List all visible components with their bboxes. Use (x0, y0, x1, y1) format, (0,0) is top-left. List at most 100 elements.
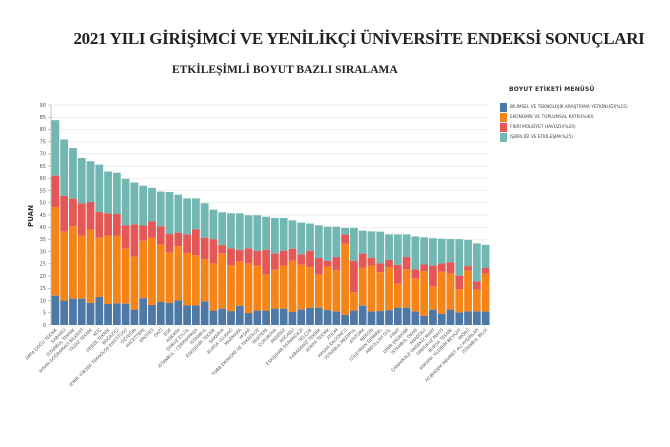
bar-segment-1[interactable] (130, 309, 139, 325)
bar-segment-4[interactable] (51, 120, 60, 176)
bar-segment-2[interactable] (262, 274, 270, 311)
bar-segment-2[interactable] (306, 267, 314, 308)
bar-segment-4[interactable] (112, 172, 121, 215)
bar-segment-3[interactable] (200, 237, 209, 260)
bar-segment-3[interactable] (411, 269, 420, 279)
bar-segment-1[interactable] (112, 303, 121, 325)
bar-segment-2[interactable] (200, 259, 209, 302)
bar-segment-2[interactable] (420, 271, 429, 316)
bar-segment-4[interactable] (411, 236, 420, 270)
bar-segment-4[interactable] (288, 220, 297, 249)
bar-segment-3[interactable] (481, 268, 490, 274)
bar-stack[interactable] (472, 243, 481, 325)
bar-segment-4[interactable] (148, 187, 156, 222)
bar-stack[interactable] (446, 238, 455, 325)
bar-stack[interactable] (455, 239, 464, 325)
bar-segment-3[interactable] (420, 264, 429, 272)
bar-segment-1[interactable] (227, 311, 235, 325)
bar-segment-3[interactable] (279, 250, 288, 266)
bar-segment-4[interactable] (464, 239, 472, 267)
bar-segment-3[interactable] (218, 245, 227, 254)
bar-segment-1[interactable] (218, 308, 227, 325)
bar-stack[interactable] (95, 164, 104, 325)
bar-segment-4[interactable] (104, 171, 112, 214)
bar-segment-4[interactable] (227, 213, 235, 249)
bar-segment-1[interactable] (358, 305, 367, 325)
bar-segment-2[interactable] (253, 265, 262, 311)
bar-segment-3[interactable] (235, 249, 244, 262)
bar-segment-4[interactable] (437, 238, 446, 264)
bar-segment-2[interactable] (69, 226, 77, 299)
bar-segment-2[interactable] (227, 265, 235, 312)
bar-segment-3[interactable] (156, 226, 165, 245)
bar-segment-1[interactable] (350, 310, 358, 325)
bar-segment-3[interactable] (253, 250, 262, 266)
bar-segment-2[interactable] (279, 265, 288, 309)
bar-segment-3[interactable] (297, 254, 306, 265)
bar-segment-1[interactable] (376, 311, 385, 325)
bar-segment-3[interactable] (402, 257, 411, 270)
bar-stack[interactable] (200, 203, 209, 325)
bar-segment-4[interactable] (420, 237, 429, 265)
bar-segment-4[interactable] (271, 217, 279, 254)
bar-segment-2[interactable] (341, 243, 350, 315)
bar-segment-4[interactable] (218, 212, 227, 246)
bar-segment-3[interactable] (86, 202, 95, 230)
bar-segment-1[interactable] (385, 310, 393, 325)
bar-segment-4[interactable] (60, 139, 69, 196)
bar-stack[interactable] (209, 209, 218, 325)
bar-segment-1[interactable] (200, 301, 209, 325)
bar-segment-4[interactable] (200, 203, 209, 238)
bar-segment-3[interactable] (314, 258, 323, 275)
bar-segment-1[interactable] (253, 310, 262, 325)
bar-segment-4[interactable] (402, 234, 411, 258)
bar-segment-3[interactable] (165, 234, 174, 253)
bar-segment-3[interactable] (271, 253, 279, 270)
bar-segment-1[interactable] (165, 303, 174, 325)
bar-segment-2[interactable] (112, 235, 121, 304)
bar-segment-4[interactable] (77, 158, 86, 204)
bar-stack[interactable] (271, 217, 279, 325)
bar-segment-3[interactable] (323, 260, 332, 267)
bar-stack[interactable] (121, 178, 130, 325)
bar-stack[interactable] (130, 182, 139, 325)
bar-segment-1[interactable] (420, 315, 429, 325)
bar-segment-3[interactable] (341, 234, 350, 244)
bar-segment-4[interactable] (385, 234, 393, 260)
bar-segment-2[interactable] (288, 260, 297, 313)
bar-segment-2[interactable] (411, 278, 420, 312)
bar-segment-3[interactable] (183, 234, 191, 253)
bar-stack[interactable] (429, 238, 437, 325)
legend-item-scientific[interactable]: BİLİMSEL VE TEKNOLOJİK ARAŞTIRMA YETKİNL… (500, 102, 628, 112)
bar-segment-2[interactable] (464, 270, 472, 312)
bar-segment-1[interactable] (411, 311, 420, 325)
bar-segment-4[interactable] (139, 185, 148, 226)
bar-segment-1[interactable] (402, 307, 411, 325)
bar-segment-1[interactable] (288, 312, 297, 325)
bar-segment-3[interactable] (51, 175, 60, 207)
bar-segment-1[interactable] (323, 310, 332, 325)
bar-stack[interactable] (437, 238, 446, 325)
bar-stack[interactable] (341, 227, 350, 325)
bar-segment-3[interactable] (148, 221, 156, 238)
bar-segment-4[interactable] (279, 217, 288, 251)
bar-segment-2[interactable] (332, 270, 341, 312)
bar-segment-3[interactable] (367, 258, 376, 266)
bar-segment-4[interactable] (393, 234, 402, 265)
bar-segment-4[interactable] (86, 161, 95, 203)
bar-segment-1[interactable] (297, 309, 306, 325)
bar-segment-2[interactable] (77, 235, 86, 299)
bar-segment-4[interactable] (130, 182, 139, 225)
bar-segment-1[interactable] (341, 314, 350, 325)
bar-segment-3[interactable] (446, 262, 455, 274)
bar-stack[interactable] (156, 191, 165, 325)
bar-segment-3[interactable] (306, 250, 314, 268)
bar-segment-3[interactable] (350, 260, 358, 293)
bar-stack[interactable] (411, 236, 420, 325)
bar-segment-2[interactable] (358, 267, 367, 306)
bar-segment-3[interactable] (95, 212, 104, 238)
bar-stack[interactable] (376, 231, 385, 325)
bar-segment-1[interactable] (446, 309, 455, 325)
bar-segment-3[interactable] (472, 281, 481, 290)
bar-segment-3[interactable] (385, 259, 393, 268)
